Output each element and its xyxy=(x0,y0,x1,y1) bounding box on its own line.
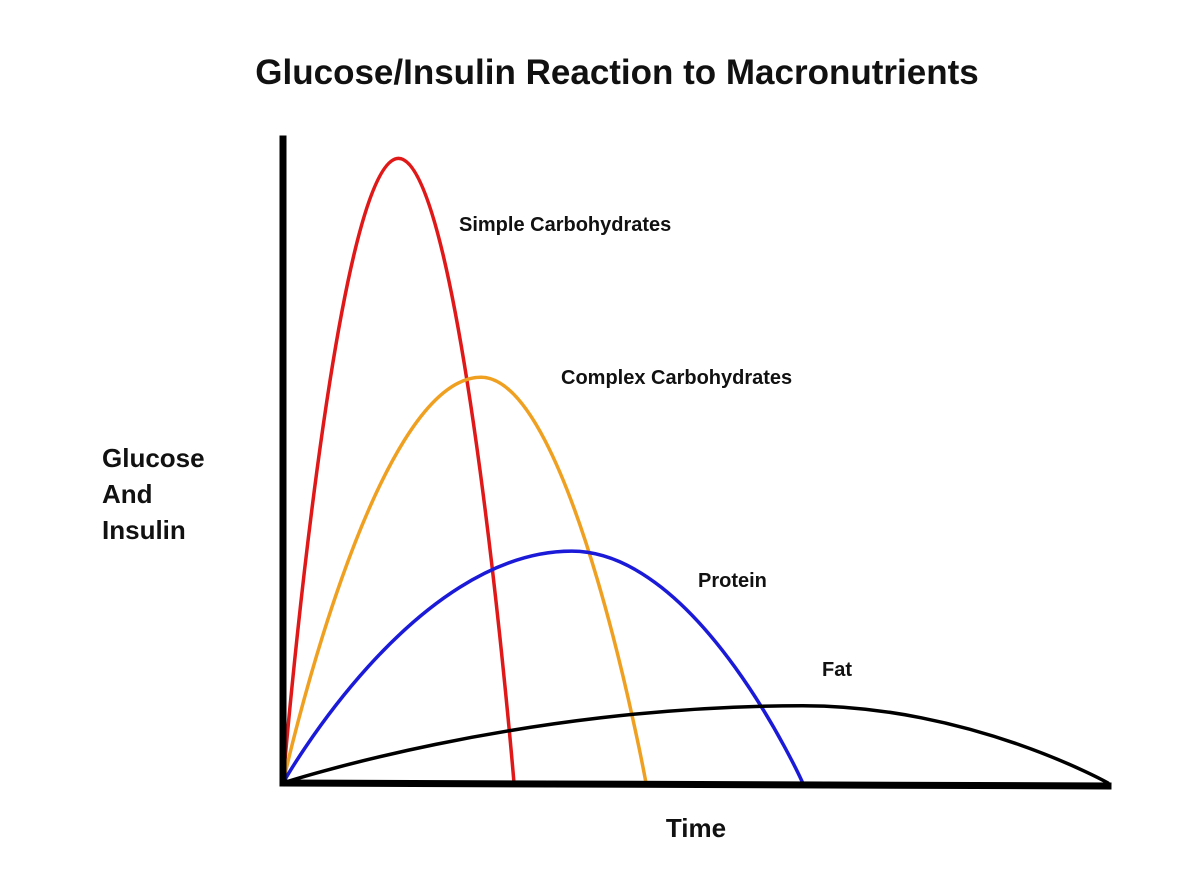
x-axis-line xyxy=(279,779,1112,790)
series-label-fat: Fat xyxy=(822,659,852,681)
chart-title: Glucose/Insulin Reaction to Macronutrien… xyxy=(255,53,978,92)
y-axis-label-line-1: Glucose xyxy=(102,443,205,473)
y-axis-label-line-3: Insulin xyxy=(102,515,186,545)
series-label-complex-carbohydrates: Complex Carbohydrates xyxy=(561,367,792,389)
series-label-protein: Protein xyxy=(698,570,767,592)
series-line-complex-carbohydrates xyxy=(281,375,648,785)
y-axis-label-line-2: And xyxy=(102,479,153,509)
y-axis-label: Glucose And Insulin xyxy=(102,443,205,545)
series-label-simple-carbohydrates: Simple Carbohydrates xyxy=(459,214,671,236)
series-line-simple-carbohydrates xyxy=(281,156,516,785)
series-line-fat xyxy=(281,703,1110,785)
x-axis-label: Time xyxy=(666,813,726,843)
series-layer xyxy=(281,156,1110,785)
series-line-protein xyxy=(281,549,805,785)
series-labels: Simple Carbohydrates Complex Carbohydrate… xyxy=(459,214,852,681)
